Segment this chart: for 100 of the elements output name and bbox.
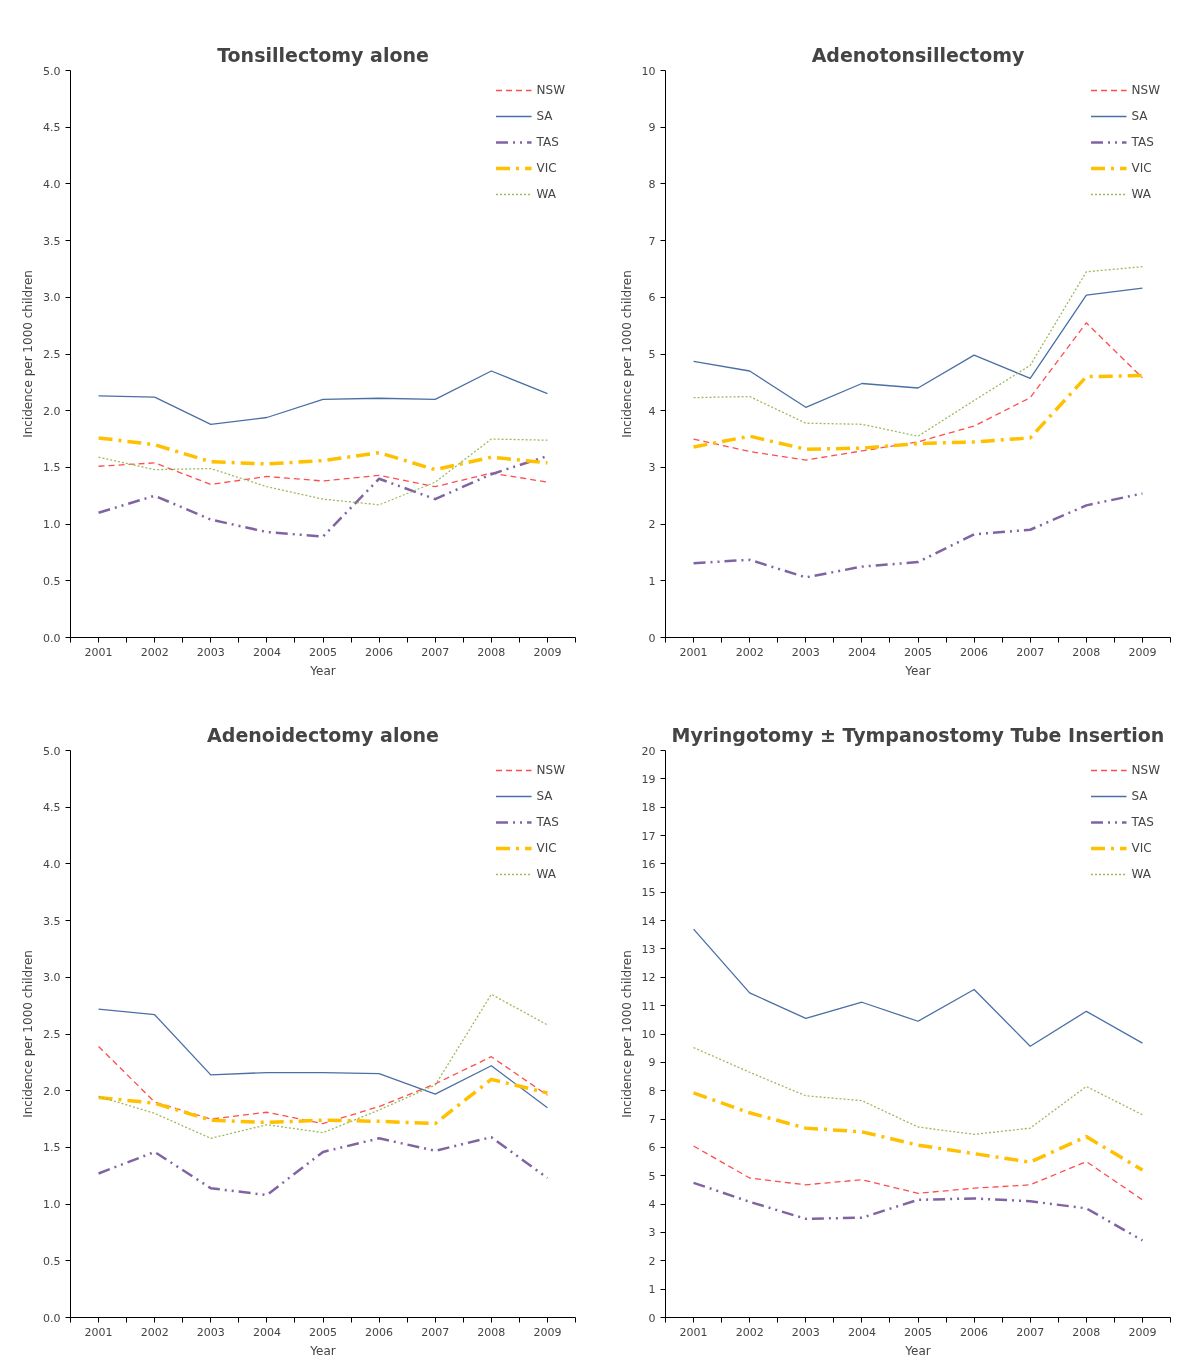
- legend-label: WA: [536, 867, 557, 881]
- y-tick-label: 2.5: [43, 348, 61, 361]
- x-tick-label: 2006: [365, 645, 394, 659]
- y-tick-label: 8: [648, 1084, 656, 1098]
- y-tick-label: 7: [648, 1113, 656, 1127]
- x-tick-label: 2009: [1128, 1325, 1157, 1339]
- x-tick-label: 2008: [1072, 645, 1101, 659]
- x-tick-label: 2005: [904, 645, 932, 659]
- y-tick-label: 0.5: [43, 574, 61, 588]
- x-tick-label: 2008: [1072, 1325, 1101, 1339]
- legend-label: TAS: [1131, 135, 1154, 149]
- y-tick-label: 6: [648, 291, 656, 305]
- y-tick-label: 1.5: [43, 461, 61, 475]
- y-tick-label: 2.0: [43, 404, 61, 418]
- y-tick-label: 1: [648, 1283, 656, 1297]
- y-tick-label: 4.5: [43, 801, 61, 815]
- legend-label: NSW: [536, 83, 565, 97]
- x-tick-label: 2005: [309, 1325, 337, 1339]
- y-axis-title: Incidence per 1000 children: [21, 950, 36, 1118]
- y-axis-title: Incidence per 1000 children: [619, 270, 634, 438]
- legend-label: SA: [1131, 789, 1149, 803]
- legend-label: VIC: [536, 841, 557, 855]
- y-tick-label: 5: [648, 348, 656, 361]
- legend-label: NSW: [1131, 763, 1160, 777]
- y-tick-label: 8: [648, 177, 656, 191]
- y-tick-label: 6: [648, 1141, 656, 1155]
- y-axis-title: Incidence per 1000 children: [619, 950, 634, 1118]
- x-tick-label: 2009: [533, 1325, 562, 1339]
- x-tick-label: 2001: [679, 1325, 708, 1339]
- x-tick-label: 2006: [960, 645, 989, 659]
- x-tick-label: 2009: [1128, 645, 1157, 659]
- y-tick-label: 12: [641, 971, 656, 985]
- legend-label: NSW: [1131, 83, 1160, 97]
- legend-label: WA: [1131, 867, 1152, 881]
- legend-label: VIC: [536, 161, 557, 175]
- x-tick-label: 2007: [421, 1325, 450, 1339]
- y-tick-label: 0: [648, 631, 656, 645]
- y-tick-label: 5: [648, 1169, 656, 1183]
- x-tick-label: 2003: [196, 645, 225, 659]
- y-tick-label: 0.5: [43, 1254, 61, 1268]
- legend-label: NSW: [536, 763, 565, 777]
- x-tick-label: 2002: [735, 1325, 764, 1339]
- y-tick-label: 3.0: [43, 971, 61, 985]
- y-tick-label: 16: [641, 857, 656, 871]
- y-tick-label: 14: [641, 914, 656, 928]
- y-tick-label: 4.0: [43, 857, 61, 871]
- y-tick-label: 3: [648, 461, 656, 475]
- chart-title: Adenoidectomy alone: [207, 723, 439, 746]
- y-tick-label: 10: [641, 1028, 656, 1041]
- x-tick-label: 2009: [533, 645, 562, 659]
- y-tick-label: 0: [648, 1311, 656, 1325]
- y-tick-label: 3.5: [43, 914, 61, 928]
- x-tick-label: 2007: [1016, 1325, 1045, 1339]
- y-tick-label: 4: [648, 1198, 656, 1212]
- x-tick-label: 2002: [140, 645, 169, 659]
- x-tick-label: 2008: [477, 645, 506, 659]
- y-tick-label: 2: [648, 1254, 656, 1268]
- x-tick-label: 2004: [847, 645, 876, 659]
- x-tick-label: 2008: [477, 1325, 506, 1339]
- legend-label: SA: [536, 109, 554, 123]
- x-tick-label: 2002: [735, 645, 764, 659]
- y-tick-label: 1.0: [43, 518, 61, 532]
- legend-label: TAS: [1131, 815, 1154, 829]
- x-tick-label: 2003: [196, 1325, 225, 1339]
- y-tick-label: 0.0: [43, 631, 61, 645]
- y-tick-label: 9: [648, 121, 656, 135]
- y-tick-label: 3.0: [43, 291, 61, 305]
- y-tick-label: 15: [641, 886, 656, 900]
- x-axis-title: Year: [904, 663, 931, 678]
- chart-title: Tonsillectomy alone: [217, 43, 429, 66]
- y-tick-label: 10: [641, 64, 656, 78]
- y-tick-label: 9: [648, 1056, 656, 1070]
- x-tick-label: 2004: [252, 645, 281, 659]
- y-tick-label: 3: [648, 1226, 656, 1240]
- x-tick-label: 2007: [1016, 645, 1045, 659]
- x-tick-label: 2005: [904, 1325, 932, 1339]
- x-tick-label: 2001: [84, 1325, 113, 1339]
- y-tick-label: 4: [648, 404, 656, 418]
- y-tick-label: 5.0: [43, 64, 61, 78]
- y-tick-label: 1.5: [43, 1141, 61, 1155]
- x-tick-label: 2002: [140, 1325, 169, 1339]
- x-axis-title: Year: [904, 1343, 931, 1358]
- chart-title: Myringotomy ± Tympanostomy Tube Insertion: [671, 723, 1165, 746]
- y-tick-label: 20: [641, 744, 656, 758]
- y-tick-label: 3.5: [43, 234, 61, 248]
- x-axis-title: Year: [309, 663, 336, 678]
- legend-label: TAS: [536, 135, 559, 149]
- y-axis-title: Incidence per 1000 children: [21, 270, 36, 438]
- y-tick-label: 5.0: [43, 744, 61, 758]
- legend-label: SA: [1131, 109, 1149, 123]
- y-tick-label: 18: [641, 801, 656, 815]
- x-axis-title: Year: [309, 1343, 336, 1358]
- x-tick-label: 2003: [791, 1325, 820, 1339]
- y-tick-label: 2: [648, 518, 656, 532]
- x-tick-label: 2004: [252, 1325, 281, 1339]
- y-tick-label: 7: [648, 234, 656, 248]
- legend-label: VIC: [1131, 161, 1152, 175]
- legend-label: SA: [536, 789, 554, 803]
- y-tick-label: 13: [641, 942, 656, 956]
- y-tick-label: 2.0: [43, 1084, 61, 1098]
